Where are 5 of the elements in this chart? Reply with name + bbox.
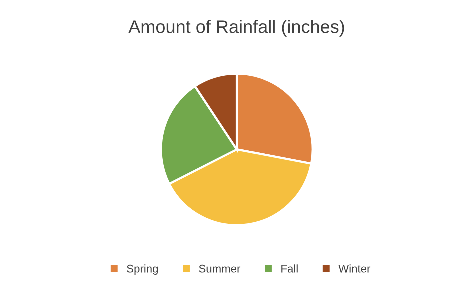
legend-label: Fall bbox=[282, 264, 298, 273]
legend-label: Spring bbox=[127, 264, 158, 275]
legend-label: Summer bbox=[199, 264, 241, 273]
legend-label: Winter bbox=[338, 264, 371, 273]
chart-title: Amount of Rainfall (inches) bbox=[128, 20, 344, 37]
